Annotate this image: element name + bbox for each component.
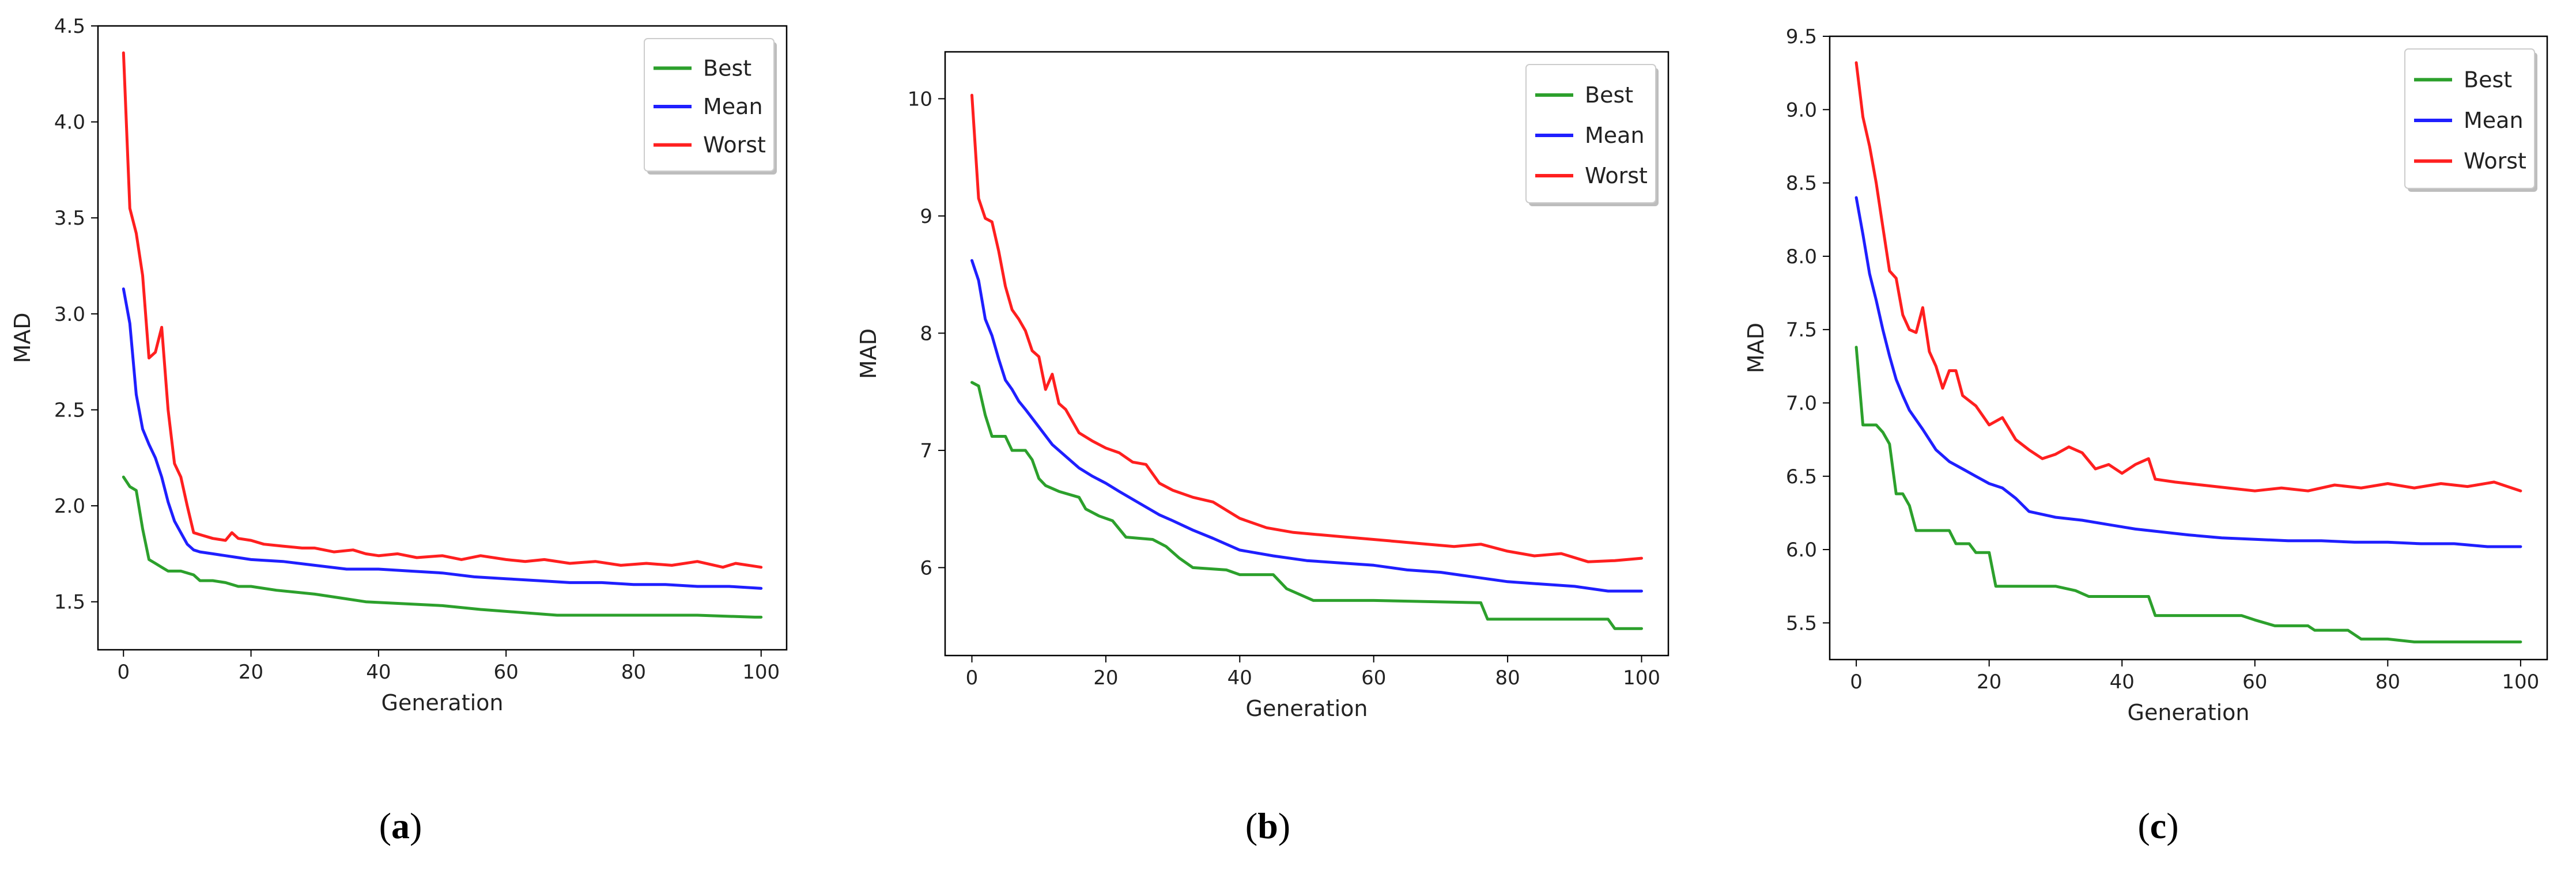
- y-axis-label: MAD: [10, 312, 35, 363]
- x-tick-label: 0: [1850, 671, 1863, 694]
- series-line-best: [970, 381, 1643, 630]
- series-line-worst: [970, 93, 1643, 563]
- x-tick-label: 40: [2110, 671, 2135, 694]
- y-tick-label: 10: [908, 88, 932, 111]
- series-line-mean: [970, 259, 1643, 593]
- y-tick-label: 1.5: [54, 591, 85, 614]
- x-tick-label: 20: [239, 661, 263, 684]
- y-tick-label: 8.0: [1786, 245, 1817, 268]
- y-tick-label: 9.0: [1786, 99, 1817, 122]
- legend: Best Mean Worst: [2404, 48, 2537, 192]
- series-line-worst: [122, 51, 763, 569]
- y-tick-label: 3.5: [54, 207, 85, 230]
- x-tick-label: 80: [621, 661, 646, 684]
- legend: Best Mean Worst: [1525, 64, 1659, 206]
- chart-panel-b: 0 20 40 60 80 100 6 7 8 9 10 Generation MAD Best Mean W…: [856, 51, 1670, 721]
- y-tick-label: 6: [920, 556, 932, 579]
- x-tick-label: 20: [1977, 671, 2001, 694]
- x-tick-label: 0: [117, 661, 130, 684]
- legend-box: [1525, 64, 1656, 203]
- y-tick-label: 9: [920, 205, 932, 228]
- y-tick-label: 4.0: [54, 111, 85, 134]
- legend-label-mean: Mean: [1585, 123, 1645, 148]
- x-axis-label: Generation: [382, 690, 504, 715]
- x-tick-label: 100: [2502, 671, 2539, 694]
- legend-label-worst: Worst: [1585, 163, 1648, 188]
- x-tick-label: 40: [366, 661, 391, 684]
- chart-panel-c: 0 20 40 60 80 100 5.5 6.0 6.5 7.0 7.5 8.0 8.5 9.0 9.5 G…: [1743, 25, 2548, 725]
- legend: Best Mean Worst: [644, 38, 777, 175]
- y-tick-label: 3.0: [54, 303, 85, 326]
- x-tick-label: 0: [966, 666, 979, 690]
- y-tick-label: 9.5: [1786, 25, 1817, 48]
- series-line-best: [1854, 346, 2522, 643]
- y-tick-label: 7: [920, 440, 932, 463]
- legend-label-best: Best: [1585, 82, 1633, 108]
- x-tick-label: 100: [742, 661, 780, 684]
- legend-label-best: Best: [703, 55, 751, 81]
- x-axis-label: Generation: [1246, 696, 1368, 721]
- y-axis-label: MAD: [1743, 323, 1769, 373]
- series-line-mean: [122, 287, 763, 590]
- series-line-mean: [1854, 196, 2522, 548]
- x-axis-label: Generation: [2128, 700, 2250, 725]
- y-tick-label: 2.0: [54, 495, 85, 518]
- y-tick-label: 6.5: [1786, 465, 1817, 488]
- x-tick-label: 60: [2242, 671, 2267, 694]
- y-tick-label: 6.0: [1786, 539, 1817, 562]
- y-tick-label: 8.5: [1786, 172, 1817, 195]
- legend-label-mean: Mean: [2464, 108, 2524, 133]
- x-tick-label: 20: [1093, 666, 1118, 690]
- caption-a: (a): [379, 805, 422, 846]
- legend-label-worst: Worst: [703, 132, 766, 158]
- series-line-worst: [1854, 61, 2522, 493]
- legend-box: [644, 38, 775, 172]
- y-tick-label: 7.5: [1786, 319, 1817, 342]
- caption-b: (b): [1245, 805, 1290, 846]
- x-tick-label: 100: [1623, 666, 1660, 690]
- x-tick-label: 40: [1227, 666, 1252, 690]
- y-axis-label: MAD: [856, 328, 881, 379]
- y-tick-label: 4.5: [54, 15, 85, 38]
- y-tick-label: 7.0: [1786, 392, 1817, 415]
- x-tick-label: 60: [1361, 666, 1386, 690]
- caption-c: (c): [2137, 805, 2178, 846]
- legend-label-worst: Worst: [2464, 149, 2526, 174]
- chart-panel-a: 0 20 40 60 80 100 1.5 2.0 2.5 3.0 3.5 4.0 4.5 Generat…: [10, 15, 788, 715]
- legend-label-mean: Mean: [703, 94, 763, 119]
- x-tick-label: 80: [2375, 671, 2400, 694]
- legend-box: [2404, 48, 2535, 189]
- y-tick-label: 8: [920, 322, 932, 345]
- y-tick-label: 2.5: [54, 399, 85, 422]
- x-tick-label: 80: [1495, 666, 1520, 690]
- legend-label-best: Best: [2464, 67, 2512, 92]
- series-line-best: [122, 475, 763, 619]
- x-tick-label: 60: [494, 661, 519, 684]
- y-tick-label: 5.5: [1786, 612, 1817, 635]
